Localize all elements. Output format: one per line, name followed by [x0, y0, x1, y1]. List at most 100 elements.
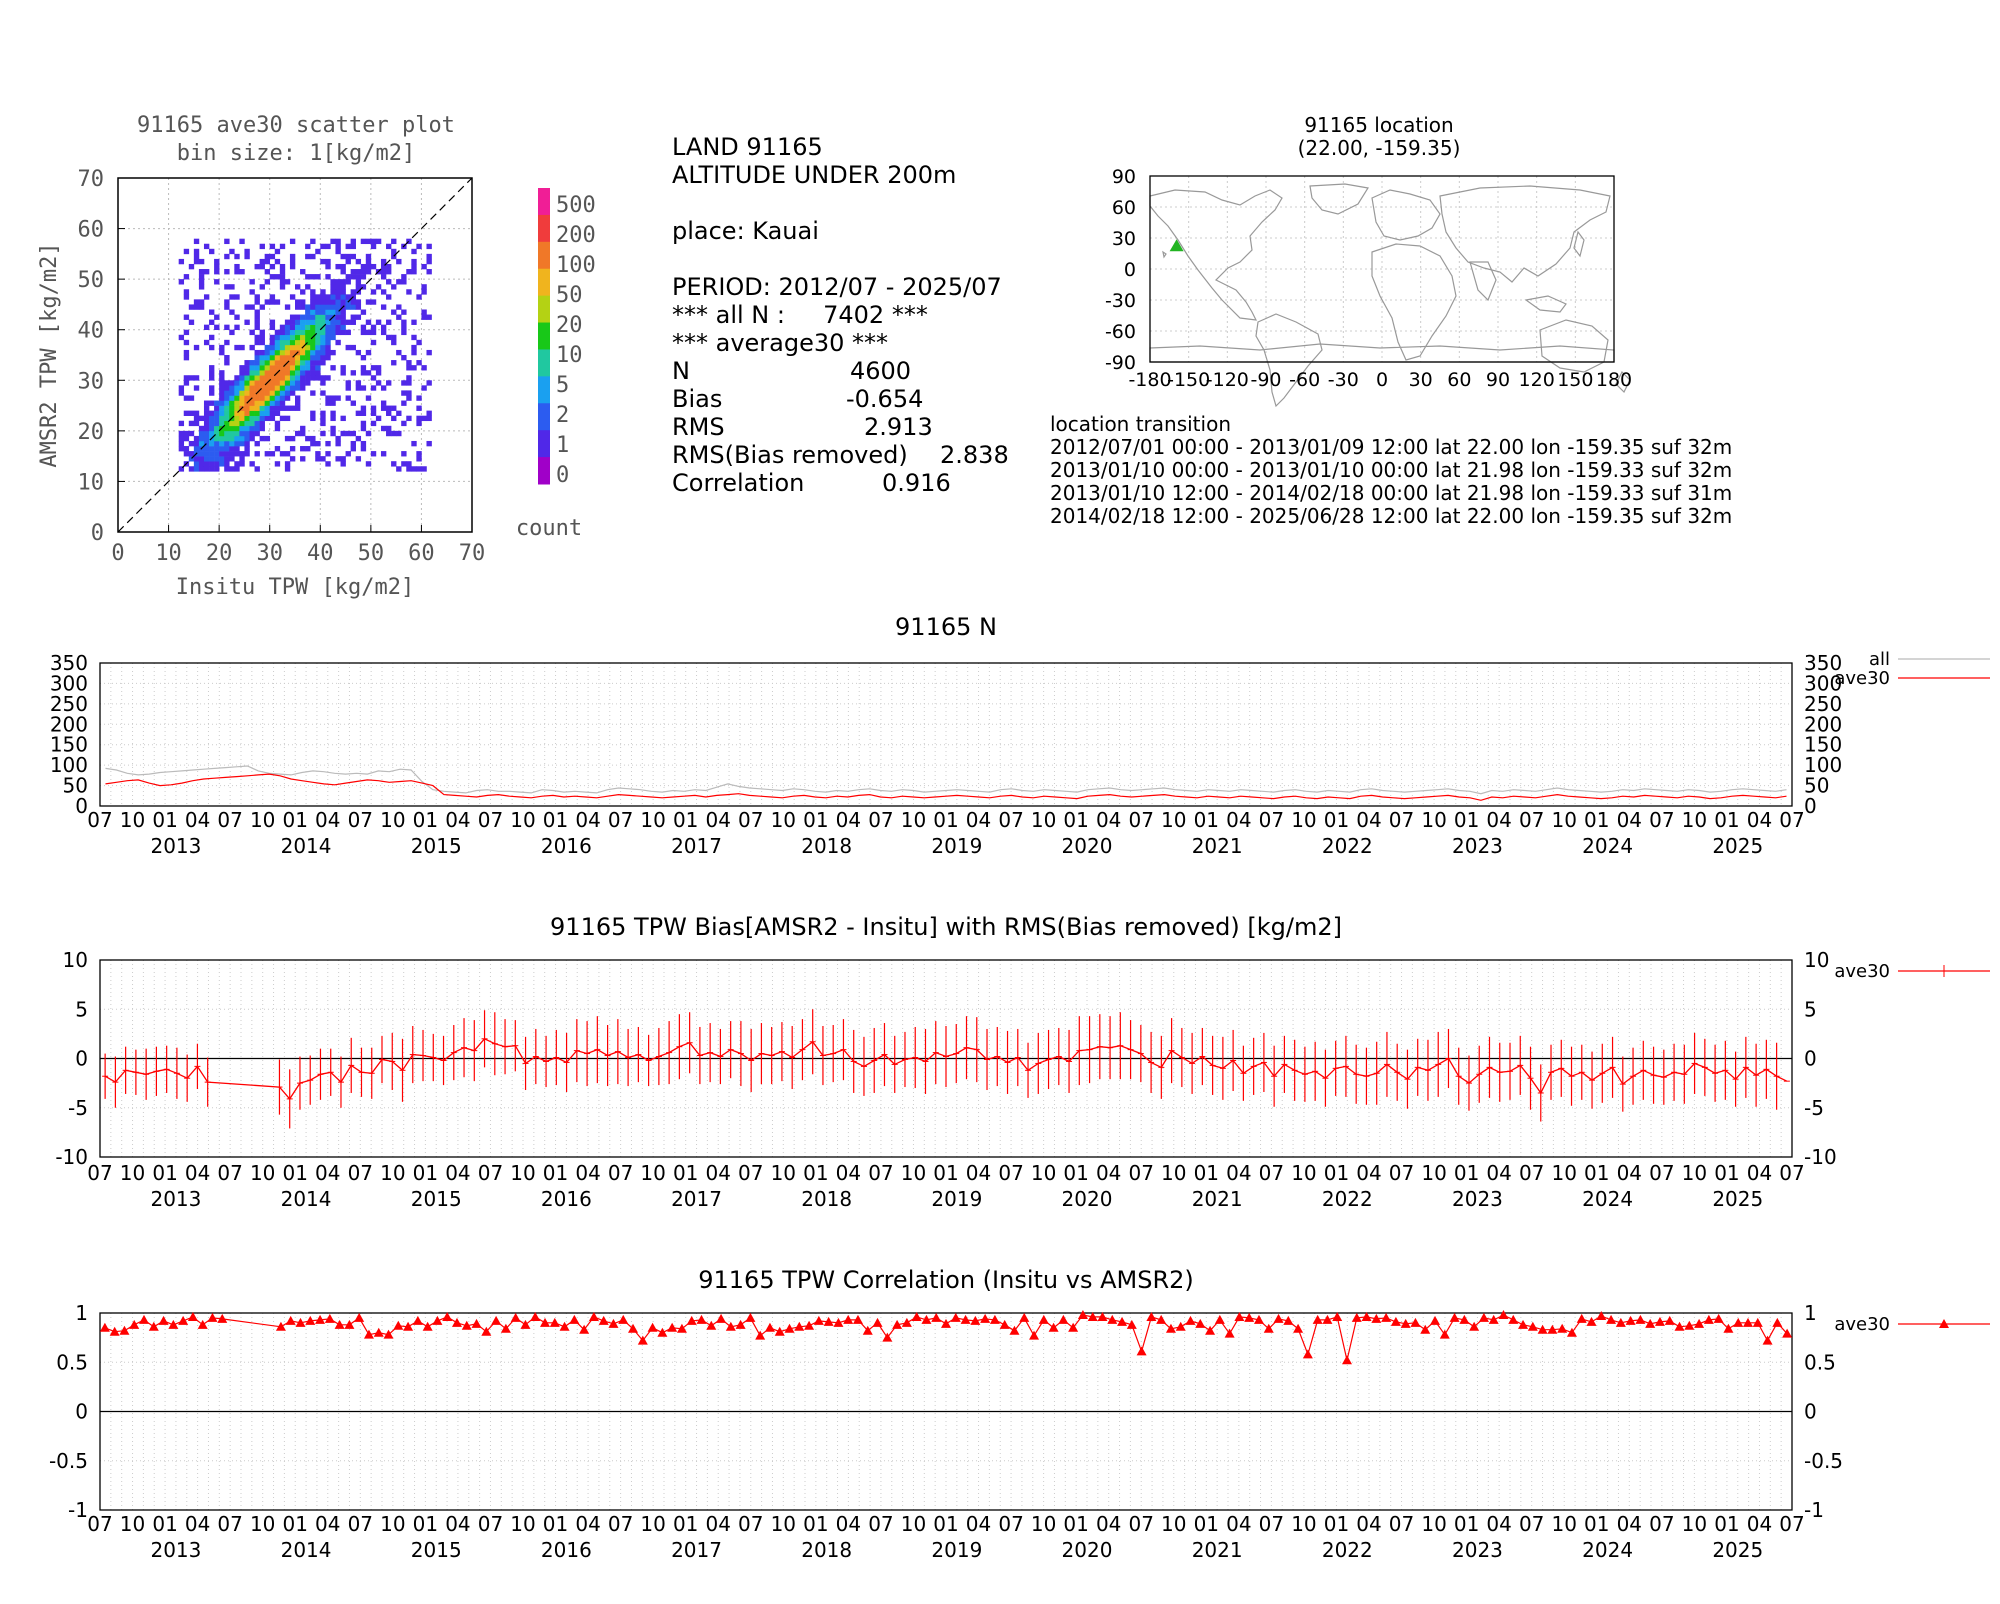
scatter-bin	[198, 430, 205, 437]
scatter-bin	[269, 263, 276, 270]
scatter-bin	[305, 309, 311, 315]
scatter-bin	[305, 334, 311, 341]
scatter-bin	[254, 420, 260, 427]
colorbar-segment	[538, 268, 550, 297]
scatter-bin	[274, 334, 281, 341]
scatter-bin	[234, 400, 240, 406]
scatter-bin	[254, 425, 260, 432]
ts-corr-point	[1430, 1315, 1441, 1325]
scatter-bin	[310, 375, 316, 381]
scatter-bin	[188, 440, 195, 447]
ts-x-tick-label: 07	[348, 808, 373, 832]
scatter-bin	[188, 304, 195, 310]
scatter-bin	[224, 440, 230, 447]
ts-x-tick-label: 04	[185, 1512, 210, 1536]
scatter-bin	[355, 269, 362, 275]
scatter-bin	[360, 365, 367, 371]
scatter-bin	[305, 339, 311, 346]
ts-corr-point	[1185, 1315, 1196, 1325]
ts-y-tick-label-right: -0.5	[1804, 1449, 1843, 1473]
ts-panel-bias: 91165 TPW Bias[AMSR2 - Insitu] with RMS(…	[55, 913, 1990, 1211]
scatter-bin	[279, 375, 286, 381]
ts-corr-point	[1576, 1313, 1587, 1323]
scatter-bin	[249, 425, 255, 432]
scatter-bin	[284, 334, 291, 341]
scatter-bin	[203, 446, 210, 452]
scatter-bin	[370, 289, 377, 295]
scatter-bin	[259, 420, 265, 427]
ts-x-tick-label: 04	[1747, 1512, 1772, 1536]
scatter-bin	[340, 279, 346, 285]
stats-land: LAND 91165	[672, 133, 823, 161]
scatter-bin	[386, 425, 392, 432]
scatter-bin	[203, 425, 210, 432]
scatter-bin	[244, 390, 250, 396]
scatter-bin	[279, 385, 286, 391]
scatter-bin	[214, 456, 220, 462]
scatter-bin	[274, 395, 281, 401]
scatter-bin	[360, 269, 367, 275]
scatter-bin	[295, 329, 301, 336]
scatter-bin	[355, 410, 362, 416]
scatter-bin	[320, 309, 326, 315]
ts-x-tick-label: 01	[1454, 1161, 1479, 1185]
scatter-bin	[203, 324, 210, 331]
scatter-bin	[365, 461, 372, 467]
scatter-bin	[274, 446, 281, 452]
ts-y-tick-label-left: 50	[63, 774, 88, 798]
ts-corr-point	[686, 1315, 697, 1325]
stats-average30: *** average30 ***	[672, 329, 888, 357]
scatter-bin	[401, 355, 407, 361]
ts-corr-point	[1087, 1311, 1098, 1321]
scatter-bin	[219, 344, 225, 351]
ts-corr-point	[471, 1318, 482, 1328]
scatter-bin	[279, 344, 286, 351]
scatter-bin	[320, 294, 326, 300]
ts-x-tick-label: 01	[413, 808, 438, 832]
scatter-bin	[411, 349, 417, 356]
scatter-bin	[406, 461, 412, 467]
scatter-bin	[300, 289, 306, 295]
scatter-bin	[254, 314, 260, 320]
scatter-bin	[188, 466, 195, 472]
ts-x-tick-label: 07	[478, 1161, 503, 1185]
scatter-bin	[310, 314, 316, 320]
scatter-bin	[259, 304, 265, 310]
scatter-bin	[330, 415, 336, 422]
ts-year-label: 2024	[1582, 834, 1633, 858]
scatter-bin	[203, 435, 210, 442]
ts-corr-point	[559, 1321, 570, 1331]
scatter-bin	[219, 400, 225, 406]
ts-x-tick-label: 10	[1682, 1161, 1707, 1185]
scatter-bin	[224, 446, 230, 452]
scatter-bin	[284, 324, 291, 331]
ts-corr-point	[1439, 1329, 1450, 1339]
ts-y-tick-label-right: 300	[1804, 671, 1842, 695]
scatter-bin	[249, 289, 255, 295]
scatter-bin	[254, 263, 260, 270]
scatter-bin	[350, 274, 356, 280]
ts-corr-point	[1615, 1317, 1626, 1327]
ts-x-tick-label: 07	[1389, 808, 1414, 832]
scatter-bin	[401, 451, 407, 457]
scatter-bin	[224, 405, 230, 411]
ts-y-tick-label-right: 350	[1804, 651, 1842, 675]
scatter-bin	[259, 390, 265, 396]
scatter-bin	[345, 294, 351, 300]
scatter-bin	[300, 360, 306, 366]
scatter-bin	[360, 284, 367, 290]
ts-x-tick-label: 01	[152, 1161, 177, 1185]
ts-x-tick-label: 04	[706, 1512, 731, 1536]
scatter-bin	[249, 430, 255, 437]
scatter-bin	[315, 304, 321, 310]
scatter-bin	[360, 263, 367, 270]
ts-corr-point	[892, 1319, 903, 1329]
ts-corr-point	[823, 1316, 834, 1326]
scatter-title-line1: 91165 ave30 scatter plot	[137, 113, 455, 138]
scatter-bin	[234, 420, 240, 427]
scatter-bin	[274, 420, 281, 427]
scatter-bin	[426, 258, 432, 265]
ts-corr-point	[579, 1324, 590, 1334]
scatter-bin	[335, 319, 341, 325]
scatter-bin	[193, 456, 200, 462]
